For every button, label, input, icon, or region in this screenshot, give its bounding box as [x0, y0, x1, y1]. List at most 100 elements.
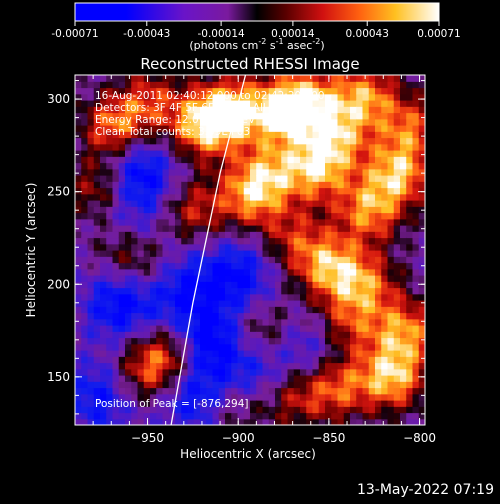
heatmap-cell	[306, 156, 314, 164]
heatmap-cell	[150, 218, 157, 226]
heatmap-cell	[393, 75, 401, 82]
heatmap-cell	[81, 225, 89, 232]
heatmap-cell	[281, 231, 289, 239]
heatmap-cell	[225, 212, 232, 220]
heatmap-cell	[262, 275, 270, 282]
heatmap-cell	[168, 300, 176, 307]
heatmap-cell	[200, 175, 207, 182]
heatmap-cell	[206, 343, 214, 351]
heatmap-cell	[256, 287, 264, 295]
heatmap-cell	[106, 387, 114, 395]
heatmap-cell	[400, 293, 407, 301]
heatmap-cell	[356, 350, 364, 357]
heatmap-cell	[381, 168, 389, 176]
heatmap-cell	[325, 231, 332, 239]
heatmap-cell	[118, 418, 126, 425]
heatmap-cell	[187, 343, 195, 351]
heatmap-cell	[412, 131, 420, 139]
heatmap-cell	[287, 356, 295, 364]
heatmap-cell	[181, 187, 189, 195]
heatmap-cell	[418, 362, 425, 370]
heatmap-cell	[137, 125, 145, 132]
heatmap-cell	[143, 231, 151, 239]
heatmap-cell	[293, 275, 301, 282]
heatmap-cell	[218, 137, 226, 145]
heatmap-cell	[100, 306, 107, 314]
heatmap-cell	[281, 350, 289, 357]
heatmap-cell	[375, 362, 382, 370]
heatmap-cell	[168, 331, 176, 339]
heatmap-cell	[212, 200, 220, 207]
heatmap-cell	[362, 193, 370, 201]
heatmap-cell	[375, 318, 382, 326]
heatmap-cell	[331, 131, 339, 139]
heatmap-cell	[268, 343, 276, 351]
heatmap-cell	[200, 218, 207, 226]
heatmap-cell	[150, 387, 157, 395]
heatmap-cell	[356, 93, 364, 101]
heatmap-cell	[156, 331, 164, 339]
heatmap-cell	[225, 175, 232, 182]
heatmap-cell	[375, 343, 382, 351]
heatmap-cell	[375, 281, 382, 289]
heatmap-cell	[100, 262, 107, 270]
heatmap-cell	[318, 393, 326, 401]
heatmap-cell	[406, 300, 414, 307]
heatmap-cell	[181, 175, 189, 182]
heatmap-cell	[356, 175, 364, 182]
heatmap-cell	[168, 125, 176, 132]
heatmap-cell	[100, 187, 107, 195]
heatmap-cell	[150, 312, 157, 320]
heatmap-cell	[375, 268, 382, 276]
heatmap-cell	[156, 418, 164, 425]
heatmap-cell	[393, 93, 401, 101]
heatmap-cell	[293, 387, 301, 395]
heatmap-cell	[331, 193, 339, 201]
heatmap-cell	[312, 306, 320, 314]
heatmap-cell	[181, 156, 189, 164]
heatmap-cell	[418, 356, 425, 364]
heatmap-cell	[81, 131, 89, 139]
heatmap-cell	[325, 306, 332, 314]
heatmap-cell	[168, 387, 176, 395]
heatmap-cell	[293, 206, 301, 214]
heatmap-cell	[375, 262, 382, 270]
image-annotations: 16-Aug-2011 02:40:12.000 to 02:42:20.000…	[95, 90, 325, 138]
heatmap-cell	[287, 325, 295, 332]
heatmap-cell	[287, 156, 295, 164]
heatmap-cell	[150, 137, 157, 145]
heatmap-cell	[218, 325, 226, 332]
heatmap-cell	[225, 181, 232, 189]
heatmap-cell	[243, 181, 251, 189]
heatmap-cell	[350, 275, 357, 282]
heatmap-cell	[393, 112, 401, 120]
heatmap-cell	[162, 331, 170, 339]
heatmap-cell	[268, 131, 276, 139]
heatmap-cell	[93, 75, 101, 82]
heatmap-cell	[237, 75, 245, 82]
heatmap-cell	[231, 175, 239, 182]
heatmap-cell	[237, 150, 245, 157]
heatmap-cell	[412, 406, 420, 414]
heatmap-cell	[406, 268, 414, 276]
heatmap-cell	[356, 181, 364, 189]
heatmap-cell	[131, 381, 139, 389]
heatmap-cell	[331, 356, 339, 364]
heatmap-cell	[81, 118, 89, 126]
heatmap-cell	[156, 93, 164, 101]
heatmap-cell	[393, 193, 401, 201]
heatmap-cell	[187, 81, 195, 89]
heatmap-cell	[200, 337, 207, 345]
heatmap-cell	[306, 281, 314, 289]
heatmap-cell	[100, 143, 107, 151]
heatmap-cell	[212, 150, 220, 157]
heatmap-cell	[206, 368, 214, 376]
heatmap-cell	[112, 281, 120, 289]
heatmap-cell	[187, 100, 195, 107]
heatmap-cell	[318, 293, 326, 301]
heatmap-cell	[112, 187, 120, 195]
heatmap-cell	[212, 281, 220, 289]
heatmap-cells	[75, 75, 425, 425]
heatmap-cell	[268, 375, 276, 382]
heatmap-cell	[193, 331, 201, 339]
